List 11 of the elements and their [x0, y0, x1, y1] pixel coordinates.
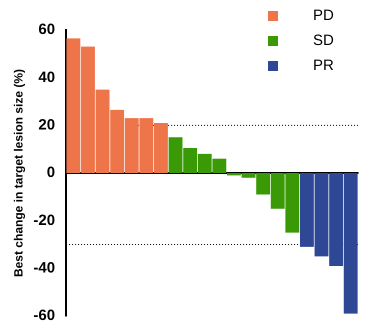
- y-tick-label: 0: [46, 164, 56, 182]
- y-tick-label: -20: [33, 212, 56, 229]
- y-tick-label: 60: [38, 21, 56, 38]
- legend-label: PD: [313, 7, 334, 24]
- y-axis-title: Best change in target lesion size (%): [12, 68, 26, 278]
- legend-label: PR: [313, 57, 334, 74]
- y-tick-label: -40: [33, 259, 56, 276]
- y-tick-label: 20: [38, 116, 56, 134]
- legend-label: SD: [313, 32, 334, 50]
- y-tick-label: 40: [38, 68, 56, 86]
- y-tick-label: -60: [33, 307, 56, 324]
